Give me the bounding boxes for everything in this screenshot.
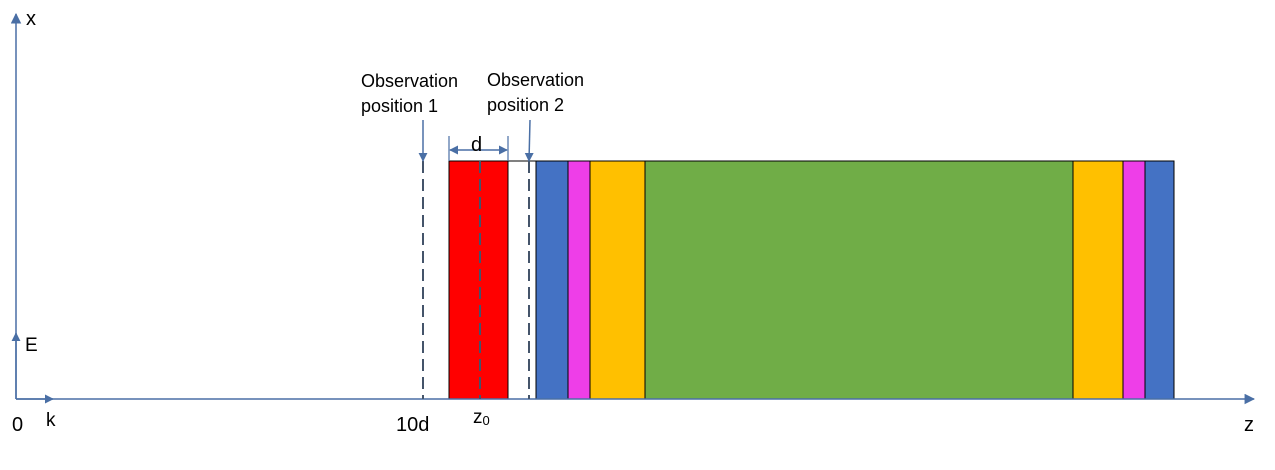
z0-base: z [473, 407, 483, 428]
z0-label: z0 [473, 407, 490, 428]
ten-d-label: 10d [396, 414, 429, 436]
layer-stack [448, 160, 1175, 400]
green-layer [644, 160, 1074, 400]
observation-1-label-line2: position 1 [361, 96, 438, 116]
magenta-layer [567, 160, 591, 400]
orange-layer [1072, 160, 1124, 400]
orange-layer [589, 160, 646, 400]
d-label: d [471, 134, 482, 156]
z-axis-label: z [1244, 414, 1254, 436]
blue-layer [535, 160, 569, 400]
z0-subscript: 0 [483, 413, 490, 428]
observation-1-label-line1: Observation [361, 71, 458, 91]
k-vector-label: k [46, 410, 56, 431]
red-layer [448, 160, 509, 400]
observation-2-label-line2: position 2 [487, 95, 564, 115]
blue-layer [1144, 160, 1175, 400]
x-axis-label: x [26, 8, 36, 30]
observation-2-label-line1: Observation [487, 70, 584, 90]
e-field-label: E [25, 335, 38, 356]
origin-label: 0 [12, 414, 23, 436]
magenta-layer [1122, 160, 1146, 400]
observation-2-pointer [524, 119, 534, 162]
